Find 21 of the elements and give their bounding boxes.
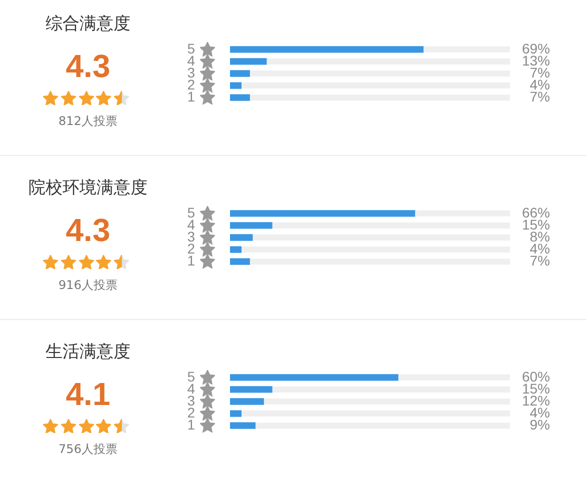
bar — [230, 422, 256, 429]
text: 812人投票 — [58, 113, 118, 130]
bar — [230, 258, 250, 265]
bar — [230, 386, 272, 393]
text: 生活满意度 — [44, 341, 132, 364]
bar — [230, 410, 242, 417]
bar — [230, 222, 272, 229]
bar — [230, 70, 250, 77]
text: 756人投票 — [58, 441, 118, 458]
text: 院校环境满意度 — [28, 177, 148, 200]
bar — [230, 94, 250, 101]
bar — [230, 398, 264, 405]
text: 综合满意度 — [44, 13, 132, 36]
bar — [230, 234, 253, 241]
text: 4.3 — [64, 48, 112, 84]
text: 916人投票 — [58, 277, 118, 294]
bar — [230, 246, 242, 253]
bar — [230, 58, 267, 65]
text: 4.1 — [64, 376, 112, 412]
text: 4.3 — [64, 212, 112, 248]
bar — [230, 82, 242, 89]
